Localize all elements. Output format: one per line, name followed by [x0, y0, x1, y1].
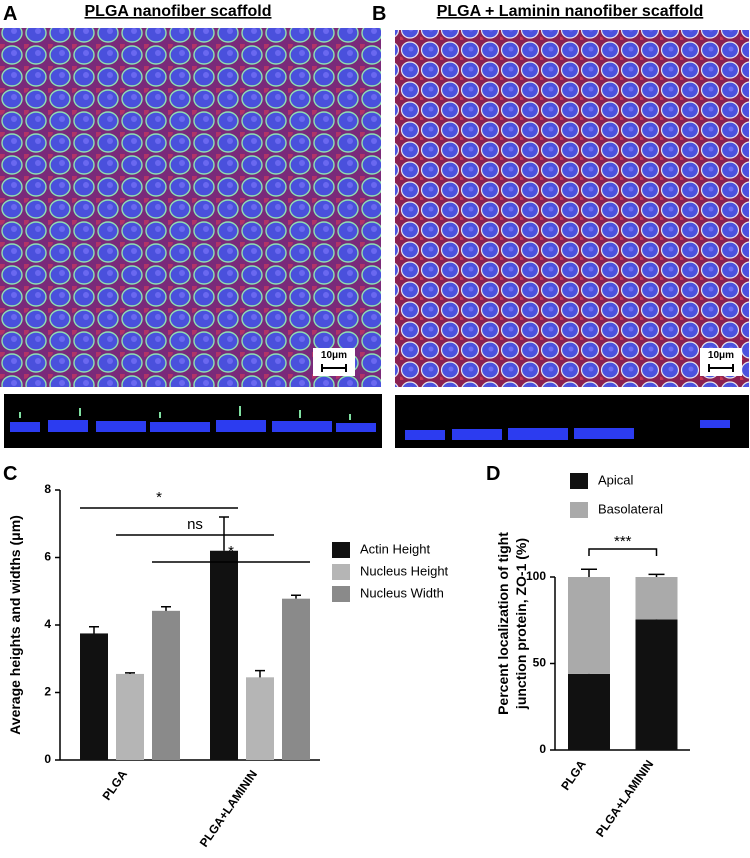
significance-label: * [156, 489, 162, 506]
legend-swatch [332, 586, 350, 602]
y-tick-label: 100 [526, 569, 546, 583]
bar-segment [568, 673, 610, 750]
error-bar [89, 625, 99, 634]
bar [210, 550, 238, 760]
panel-label: A [3, 3, 17, 25]
legend-label: Nucleus Height [360, 563, 449, 578]
legend-label: Actin Height [360, 541, 430, 556]
legend-swatch [570, 473, 588, 489]
significance-label: * [228, 543, 234, 560]
bar [246, 677, 274, 760]
significance-line [588, 548, 658, 556]
scale-bar-box [700, 348, 742, 376]
y-axis-label: junction protein, ZO-1 (%) [513, 538, 529, 710]
x-tick-label: PLGA [558, 757, 589, 793]
y-tick-label: 6 [44, 550, 51, 564]
legend-swatch [332, 564, 350, 580]
bar-segment [635, 577, 678, 620]
significance-label: ns [187, 516, 203, 533]
junctions [19, 406, 351, 420]
cross-section [395, 395, 749, 448]
scale-bar-box [313, 348, 355, 376]
error-bar [291, 594, 301, 599]
y-tick-label: 50 [533, 656, 547, 670]
nuclei [10, 420, 376, 432]
y-axis-label: Average heights and widths (μm) [7, 515, 23, 735]
error-bar [125, 672, 135, 674]
panel-label: B [372, 3, 386, 25]
significance-label: *** [614, 533, 632, 550]
scale-bar [708, 364, 734, 372]
panel-label: D [486, 463, 500, 485]
bar-segment [635, 619, 678, 750]
panel-title: PLGA + Laminin nanofiber scaffold [437, 3, 704, 20]
bar-segment [568, 577, 610, 674]
y-tick-label: 8 [44, 482, 51, 496]
panel-title: PLGA nanofiber scaffold [85, 3, 272, 20]
micrograph [0, 28, 381, 387]
panel-label: C [3, 463, 17, 485]
error-bar [255, 669, 265, 678]
y-tick-label: 0 [539, 742, 546, 756]
scale-bar-label: 10μm [321, 350, 347, 361]
bar [282, 598, 310, 760]
bar [152, 610, 180, 760]
error-bar [648, 573, 665, 577]
nuclei [405, 420, 730, 440]
x-tick-label: PLGA+LAMININ [197, 768, 260, 850]
error-bar [581, 568, 597, 577]
x-tick-label: PLGA [99, 767, 130, 803]
error-bar [219, 516, 229, 551]
y-tick-label: 0 [44, 752, 51, 766]
scale-bar-label: 10μm [708, 350, 734, 361]
y-tick-label: 4 [44, 617, 51, 631]
y-tick-label: 2 [44, 685, 51, 699]
bar [80, 633, 108, 760]
scale-bar [321, 364, 347, 372]
y-axis-label: Percent localization of tight [495, 532, 511, 715]
x-tick-label: PLGA+LAMININ [593, 758, 656, 840]
legend-label: Basolateral [598, 501, 663, 516]
bar [116, 673, 144, 760]
error-bar [161, 606, 171, 611]
legend-label: Apical [598, 472, 634, 487]
micrograph [395, 30, 749, 387]
legend-swatch [570, 502, 588, 518]
legend-swatch [332, 542, 350, 558]
legend-label: Nucleus Width [360, 585, 444, 600]
